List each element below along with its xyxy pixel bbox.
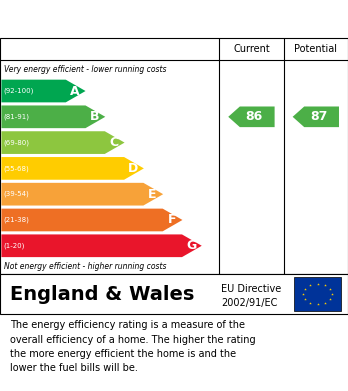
Text: D: D xyxy=(128,162,139,175)
Polygon shape xyxy=(1,80,86,102)
Polygon shape xyxy=(293,106,339,127)
Text: (81-91): (81-91) xyxy=(3,113,30,120)
Text: 87: 87 xyxy=(310,110,327,123)
Polygon shape xyxy=(228,106,275,127)
Bar xyxy=(294,277,341,311)
Text: C: C xyxy=(109,136,118,149)
Text: Current: Current xyxy=(233,44,270,54)
Text: Potential: Potential xyxy=(294,44,337,54)
Text: The energy efficiency rating is a measure of the
overall efficiency of a home. T: The energy efficiency rating is a measur… xyxy=(10,320,256,373)
Polygon shape xyxy=(1,183,163,206)
Text: 2002/91/EC: 2002/91/EC xyxy=(221,298,277,308)
Polygon shape xyxy=(1,235,202,257)
Text: (21-38): (21-38) xyxy=(3,217,29,223)
Text: B: B xyxy=(90,110,100,123)
Text: (69-80): (69-80) xyxy=(3,139,30,146)
Text: England & Wales: England & Wales xyxy=(10,285,195,303)
Text: (55-68): (55-68) xyxy=(3,165,29,172)
Polygon shape xyxy=(1,157,144,180)
Text: A: A xyxy=(70,84,80,97)
Text: EU Directive: EU Directive xyxy=(221,284,281,294)
Text: 86: 86 xyxy=(246,110,263,123)
Text: Very energy efficient - lower running costs: Very energy efficient - lower running co… xyxy=(4,65,167,74)
Text: F: F xyxy=(167,213,176,226)
Text: (39-54): (39-54) xyxy=(3,191,29,197)
Text: (92-100): (92-100) xyxy=(3,88,34,94)
Text: Energy Efficiency Rating: Energy Efficiency Rating xyxy=(9,10,238,28)
Text: Not energy efficient - higher running costs: Not energy efficient - higher running co… xyxy=(4,262,167,271)
Text: (1-20): (1-20) xyxy=(3,242,25,249)
Polygon shape xyxy=(1,209,182,231)
Polygon shape xyxy=(1,106,105,128)
Polygon shape xyxy=(1,131,125,154)
Text: G: G xyxy=(186,239,196,252)
Text: E: E xyxy=(148,188,157,201)
